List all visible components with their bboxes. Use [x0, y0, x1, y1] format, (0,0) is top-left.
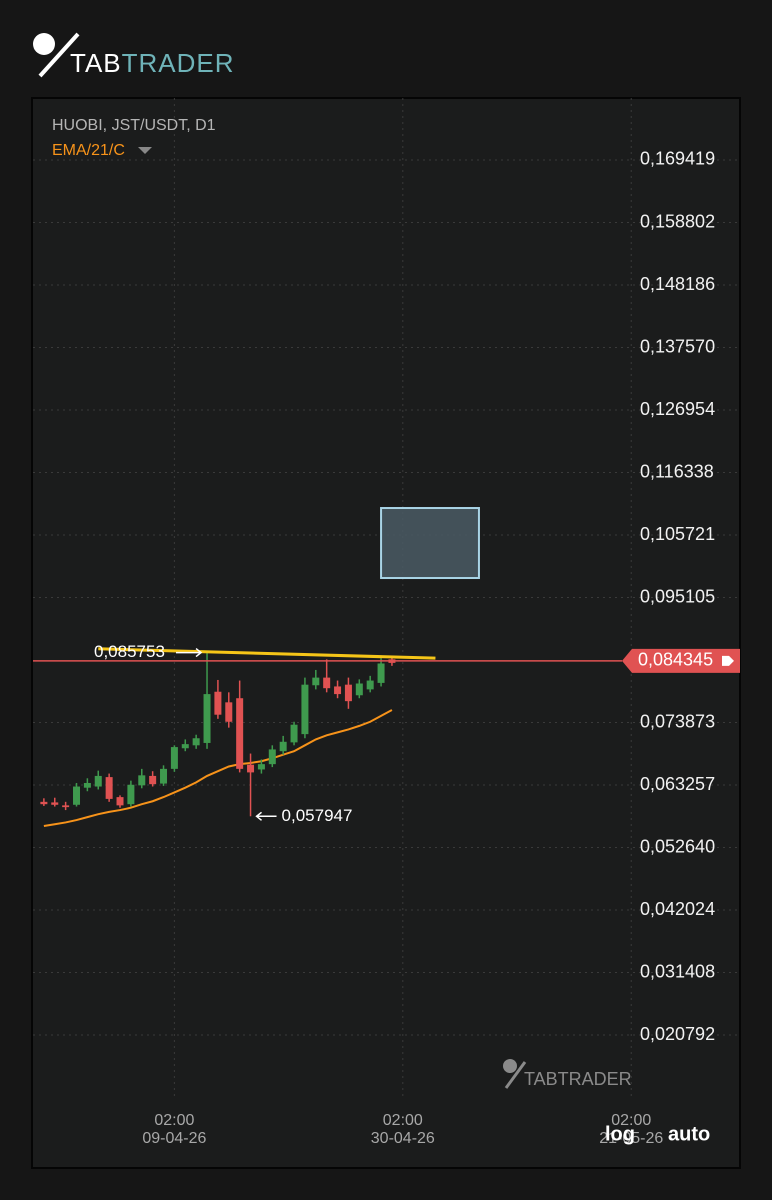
- candle-body: [170, 747, 178, 769]
- candle-body: [127, 784, 135, 805]
- candle-body: [355, 683, 363, 696]
- high-label: 0,085753: [94, 642, 165, 661]
- x-tick-time: 02:00: [611, 1112, 651, 1129]
- candle-body: [192, 738, 200, 746]
- y-tick-label: 0,137570: [640, 336, 715, 356]
- candle-body: [214, 691, 222, 715]
- trend-line: [98, 647, 436, 660]
- high-arrow: [176, 647, 203, 658]
- candle-body: [344, 684, 352, 702]
- logo-right: TRADER: [122, 48, 235, 78]
- candle-body: [203, 694, 211, 743]
- watermark: TABTRADER: [503, 1059, 632, 1089]
- x-tick-label: 09-04-26: [142, 1130, 206, 1147]
- candle-body: [225, 702, 233, 722]
- last-price-label: 0,084345: [638, 650, 713, 670]
- candle-body: [377, 663, 385, 683]
- indicator-dropdown[interactable]: [138, 147, 152, 154]
- y-tick-label: 0,052640: [640, 836, 715, 856]
- y-tick-label: 0,095105: [640, 586, 715, 606]
- tag-icon: [722, 655, 734, 666]
- y-tick-label: 0,031408: [640, 961, 715, 981]
- chart-frame: [31, 97, 741, 1169]
- candle-body: [257, 764, 265, 770]
- candle-body: [138, 775, 146, 786]
- candle-body: [334, 686, 342, 695]
- y-tick-label: 0,126954: [640, 399, 715, 419]
- candle-body: [279, 741, 287, 752]
- candle-body: [83, 782, 91, 788]
- candle-body: [160, 768, 168, 784]
- candle-body: [105, 777, 113, 799]
- x-tick-time: 02:00: [154, 1112, 194, 1129]
- x-tick-label: 21-05-26: [599, 1130, 663, 1147]
- candle-body: [116, 797, 124, 806]
- low-arrow: [255, 811, 277, 821]
- y-tick-label: 0,020792: [640, 1024, 715, 1044]
- candle-body: [40, 801, 48, 805]
- candle-body: [236, 698, 244, 769]
- logo-slash: [38, 32, 80, 78]
- candle-body: [290, 724, 298, 743]
- log-button[interactable]: log: [605, 1123, 635, 1145]
- y-tick-label: 0,063257: [640, 774, 715, 794]
- y-tick-label: 0,073873: [640, 711, 715, 731]
- y-tick-label: 0,169419: [640, 149, 715, 169]
- logo-left: TAB: [70, 48, 122, 78]
- y-tick-label: 0,148186: [640, 274, 715, 294]
- low-label: 0,057947: [282, 806, 353, 825]
- x-tick-label: 30-04-26: [371, 1130, 435, 1147]
- candle-body: [366, 680, 374, 690]
- candle-body: [247, 764, 255, 773]
- plot: 0,169419 0,158802 0,148186 0,137570 0,126954…: [33, 98, 740, 1147]
- ema-line: [43, 709, 393, 827]
- indicator-name: EMA/21/C: [52, 142, 125, 159]
- candle-body: [149, 775, 157, 785]
- logo-text: TABTRADER: [70, 48, 235, 78]
- logo: TABTRADER: [33, 32, 235, 78]
- candle-body: [312, 677, 320, 686]
- watermark-text: TABTRADER: [524, 1069, 632, 1089]
- y-tick-label: 0,158802: [640, 211, 715, 231]
- chart-title: HUOBI, JST/USDT, D1: [52, 117, 216, 134]
- candle-body: [94, 775, 102, 787]
- y-tick-label: 0,116338: [640, 461, 714, 481]
- candle-body: [181, 744, 189, 749]
- candle-body: [268, 749, 276, 765]
- y-tick-label: 0,042024: [640, 899, 715, 919]
- watermark-slash: [504, 1061, 527, 1089]
- candle-body: [73, 786, 81, 805]
- logo-dot: [33, 33, 55, 55]
- candle-body: [323, 677, 331, 689]
- zone-box: [380, 507, 480, 580]
- candle-body: [62, 805, 70, 808]
- candle-body: [51, 802, 59, 805]
- y-tick-label: 0,105721: [640, 524, 715, 544]
- candle-body: [301, 684, 309, 735]
- last-price-tag: [622, 648, 740, 673]
- x-tick-time: 02:00: [383, 1112, 423, 1129]
- auto-button[interactable]: auto: [668, 1123, 710, 1145]
- watermark-dot: [503, 1059, 517, 1073]
